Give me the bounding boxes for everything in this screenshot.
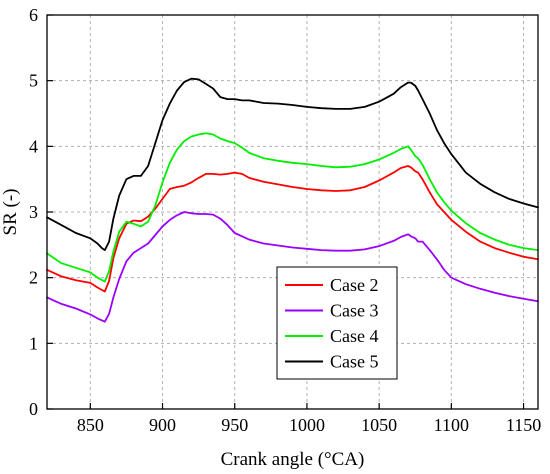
legend-label: Case 2: [330, 275, 379, 295]
legend-box: [276, 266, 398, 380]
y-tick-label: 6: [29, 5, 38, 25]
grid-lines: [47, 15, 538, 409]
x-axis-title: Crank angle (°CA): [221, 449, 365, 470]
x-tick-label: 850: [77, 415, 104, 435]
y-tick-label: 3: [29, 202, 38, 222]
x-tick-label: 900: [149, 415, 176, 435]
legend-label: Case 4: [330, 326, 379, 346]
series-line-case-5: [46, 77, 539, 252]
series-line-case-2: [46, 165, 539, 293]
x-tick-label: 1150: [506, 415, 541, 435]
y-tick-label: 0: [29, 399, 38, 419]
y-tick-label: 1: [29, 333, 38, 353]
legend: Case 2 Case 3 Case 4 Case 5: [276, 266, 398, 380]
y-tick-label: 5: [29, 71, 38, 91]
axis-ticks: 850 900 950 1000 1050 1100 1150 0 1 2 3 4 5 6: [29, 5, 541, 435]
x-tick-label: 1000: [289, 415, 325, 435]
x-tick-label: 1100: [434, 415, 469, 435]
legend-label: Case 5: [330, 352, 379, 372]
series-lines: [46, 77, 539, 323]
y-tick-label: 4: [29, 136, 38, 156]
series-line-case-3: [46, 211, 539, 323]
y-tick-label: 2: [29, 268, 38, 288]
series-line-case-4: [46, 132, 539, 283]
legend-label: Case 3: [330, 301, 379, 321]
x-tick-label: 1050: [361, 415, 397, 435]
x-tick-label: 950: [221, 415, 248, 435]
y-axis-title: SR (-): [0, 189, 21, 236]
